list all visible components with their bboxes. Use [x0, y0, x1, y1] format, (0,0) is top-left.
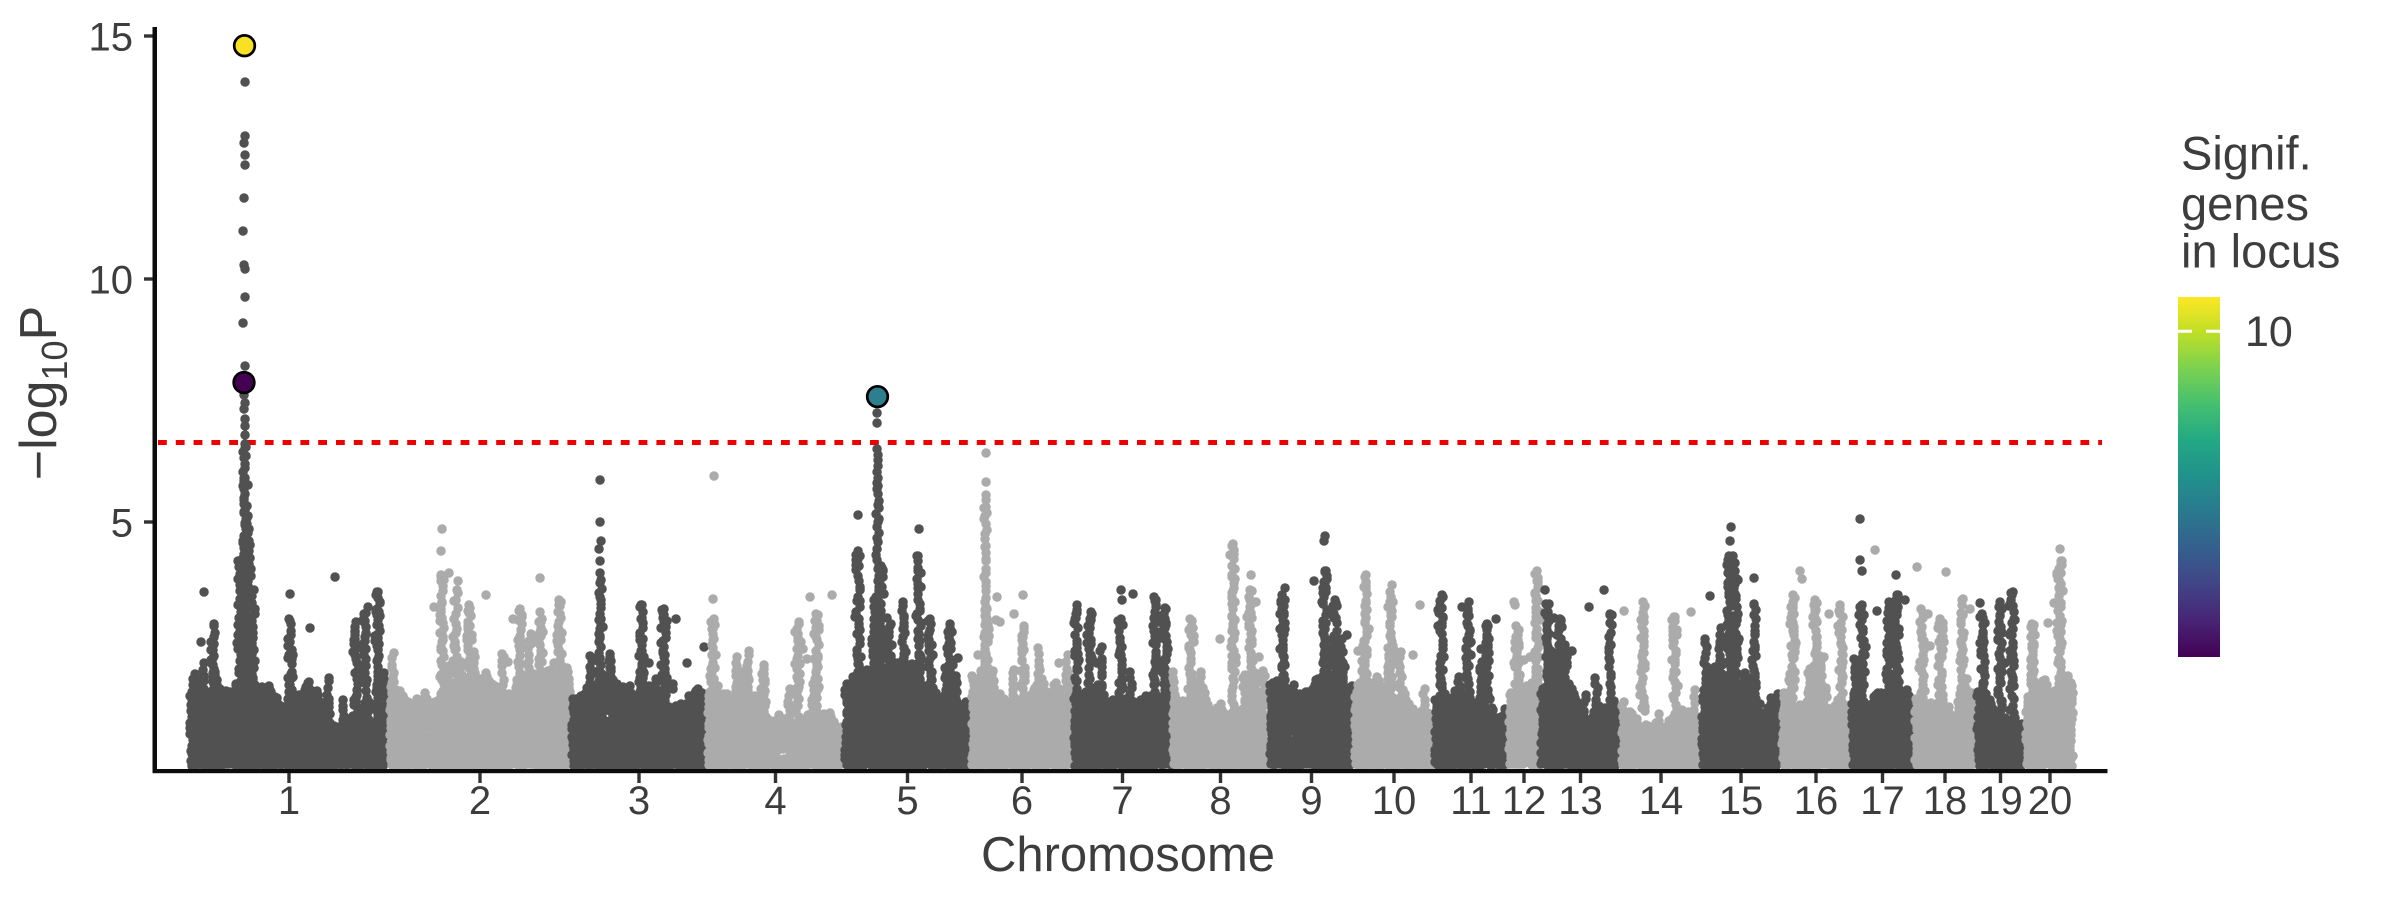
- svg-text:12: 12: [1502, 779, 1547, 823]
- svg-text:17: 17: [1860, 779, 1905, 823]
- svg-text:9: 9: [1300, 779, 1322, 823]
- svg-text:genes: genes: [2181, 177, 2309, 230]
- svg-text:Chromosome: Chromosome: [981, 828, 1275, 882]
- svg-text:3: 3: [628, 779, 650, 823]
- svg-text:13: 13: [1558, 779, 1603, 823]
- svg-text:8: 8: [1209, 779, 1231, 823]
- svg-text:2: 2: [469, 779, 491, 823]
- svg-text:20: 20: [2028, 779, 2073, 823]
- svg-text:10: 10: [89, 258, 134, 302]
- svg-text:−log10P: −log10P: [10, 306, 75, 481]
- svg-text:14: 14: [1639, 779, 1684, 823]
- svg-text:15: 15: [1719, 779, 1764, 823]
- svg-text:7: 7: [1111, 779, 1133, 823]
- svg-text:18: 18: [1923, 779, 1968, 823]
- svg-text:5: 5: [896, 779, 918, 823]
- svg-text:5: 5: [111, 501, 133, 545]
- svg-text:19: 19: [1978, 779, 2023, 823]
- svg-text:Signif.: Signif.: [2181, 127, 2312, 180]
- svg-text:10: 10: [2245, 308, 2293, 356]
- svg-text:in locus: in locus: [2181, 225, 2340, 278]
- svg-text:11: 11: [1450, 779, 1492, 823]
- svg-text:6: 6: [1011, 779, 1033, 823]
- svg-text:16: 16: [1794, 779, 1839, 823]
- svg-text:1: 1: [278, 779, 300, 823]
- svg-text:4: 4: [764, 779, 786, 823]
- svg-text:15: 15: [89, 15, 134, 59]
- svg-text:10: 10: [1372, 779, 1417, 823]
